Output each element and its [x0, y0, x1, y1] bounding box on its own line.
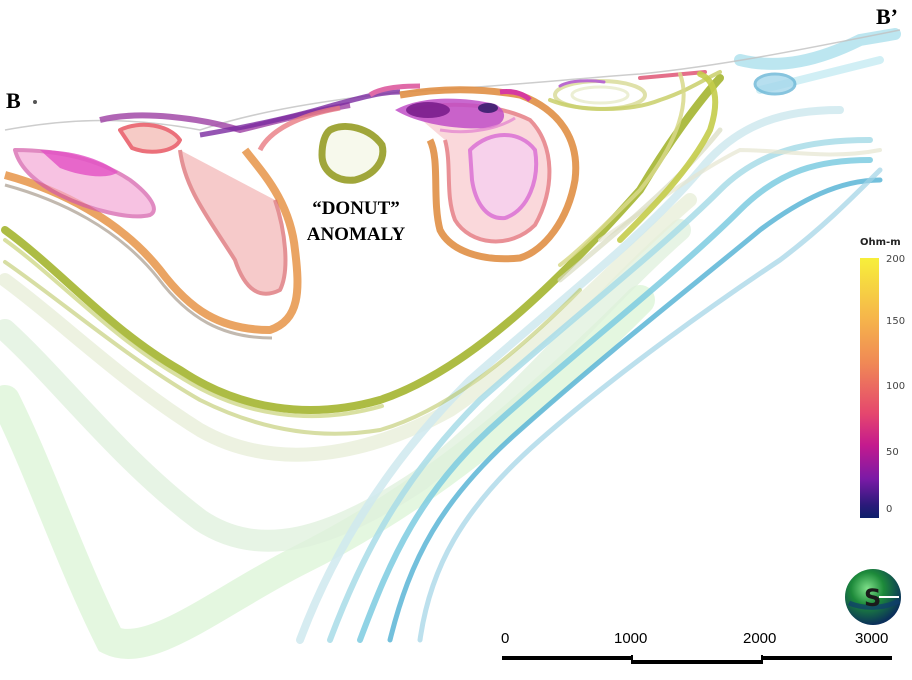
annotation-line-1: “DONUT”: [312, 198, 400, 219]
legend-tick-50: 50: [886, 447, 899, 458]
compass-globe-icon: S: [845, 569, 901, 625]
legend-tick-0: 0: [886, 504, 893, 515]
deep-contour-bands: [0, 74, 724, 659]
legend-unit-label: Ohm-m: [860, 237, 901, 248]
compass-letter: S: [864, 584, 881, 612]
scale-label-3000: 3000: [855, 630, 889, 647]
donut-anomaly-annotation: “DONUT” ANOMALY: [286, 196, 426, 248]
scale-bar: [502, 655, 892, 664]
scale-bar-segment-3: [762, 656, 892, 660]
legend-tick-100: 100: [886, 381, 906, 392]
scale-bar-segment-2: [632, 660, 762, 664]
high-side-contour-bands: [296, 28, 901, 644]
profile-start-marker: [33, 100, 37, 104]
scale-label-0: 0: [501, 630, 510, 647]
conductive-lobes-left: [3, 89, 401, 340]
resistive-contours-right: [3, 70, 722, 436]
resistivity-colorbar: [860, 258, 879, 518]
legend-tick-200: 200: [886, 254, 906, 265]
scale-bar-segment-1: [502, 656, 632, 660]
annotation-line-2: ANOMALY: [306, 224, 406, 245]
scale-label-1000: 1000: [614, 630, 648, 647]
legend-tick-150: 150: [886, 316, 906, 327]
section-end-label: B’: [876, 4, 898, 29]
section-start-label: B: [6, 88, 21, 113]
donut-anomaly-ring: [318, 123, 387, 184]
scale-label-2000: 2000: [743, 630, 777, 647]
conductive-lobes-center: [368, 83, 580, 263]
